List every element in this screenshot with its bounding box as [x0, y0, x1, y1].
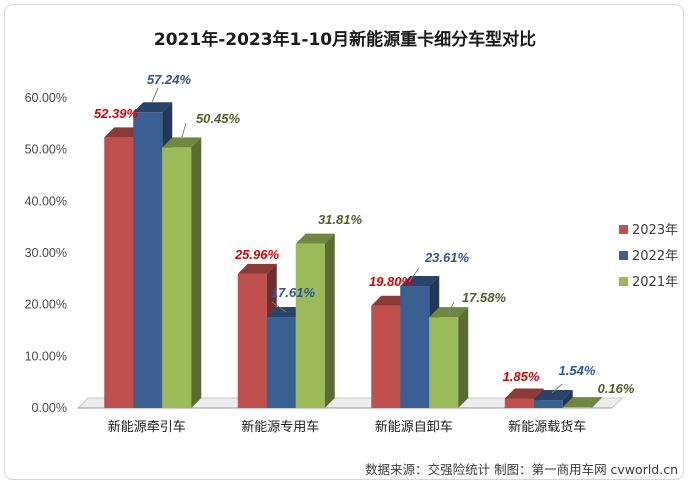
data-label: 50.45%	[196, 111, 241, 126]
bar-front	[295, 243, 325, 408]
label-leader-line	[181, 122, 187, 138]
label-leader-line	[551, 383, 563, 394]
data-label: 23.61%	[424, 250, 470, 265]
bar	[533, 390, 573, 408]
bar-top	[237, 263, 277, 274]
bar-top	[295, 233, 335, 244]
bar-front	[266, 317, 296, 408]
legend-swatch	[619, 251, 628, 260]
category-label: 新能源自卸车	[375, 419, 453, 435]
bar-top	[533, 390, 573, 401]
bar-front	[133, 112, 163, 408]
bar	[162, 137, 202, 408]
legend-swatch	[619, 225, 628, 234]
bar-front	[400, 286, 430, 408]
y-tick-label: 30.00%	[25, 246, 67, 260]
bar-side	[591, 397, 602, 408]
bar-top	[504, 388, 544, 399]
data-label: 31.81%	[318, 212, 363, 227]
data-label: 1.54%	[559, 363, 596, 378]
legend-label: 2023年	[632, 223, 678, 238]
bar-front	[429, 317, 459, 408]
source-note: 数据来源：交强险统计 制图：第一商用车网 cvworld.cn	[365, 462, 678, 477]
chart-frame	[4, 4, 684, 480]
data-label: 17.61%	[271, 285, 316, 300]
data-label: 19.80%	[369, 274, 414, 289]
chart-title: 2021年-2023年1-10月新能源重卡细分车型对比	[154, 29, 536, 50]
bar	[429, 307, 469, 408]
data-label: 25.96%	[234, 247, 280, 262]
bar-top	[133, 102, 173, 113]
bar-side	[324, 233, 335, 408]
label-leader-line	[271, 301, 287, 313]
bar-top	[400, 276, 440, 287]
legend-label: 2021年	[632, 275, 678, 290]
category-label: 新能源牵引车	[108, 419, 186, 435]
category-label: 新能源载货车	[508, 419, 586, 435]
label-leader-line	[587, 398, 593, 404]
category-label: 新能源专用车	[241, 419, 319, 435]
label-leader-line	[151, 87, 159, 103]
bar-front	[371, 305, 401, 408]
bar-side	[191, 137, 202, 408]
y-tick-label: 10.00%	[25, 349, 67, 363]
data-label: 52.39%	[94, 106, 139, 121]
bar-front	[237, 273, 267, 408]
bar-front	[562, 407, 592, 408]
legend-label: 2022年	[632, 249, 678, 264]
y-tick-label: 20.00%	[25, 298, 67, 312]
y-tick-label: 50.00%	[25, 143, 67, 157]
bar-front	[104, 137, 134, 408]
bar-side	[458, 307, 469, 408]
legend-swatch	[619, 277, 628, 286]
data-label: 0.16%	[598, 381, 635, 396]
data-label: 17.58%	[462, 290, 507, 305]
bar	[295, 233, 335, 408]
bar-front	[162, 147, 192, 408]
bar-front	[533, 400, 563, 408]
y-tick-label: 40.00%	[25, 194, 67, 208]
bar-front	[504, 398, 534, 408]
data-label: 57.24%	[147, 72, 192, 87]
bar-top	[162, 137, 202, 148]
label-leader-line	[447, 301, 455, 315]
y-tick-label: 60.00%	[25, 91, 67, 105]
label-leader-line	[408, 267, 420, 283]
bar-side	[562, 390, 573, 408]
y-tick-label: 0.00%	[32, 401, 67, 415]
data-label: 1.85%	[503, 369, 540, 384]
